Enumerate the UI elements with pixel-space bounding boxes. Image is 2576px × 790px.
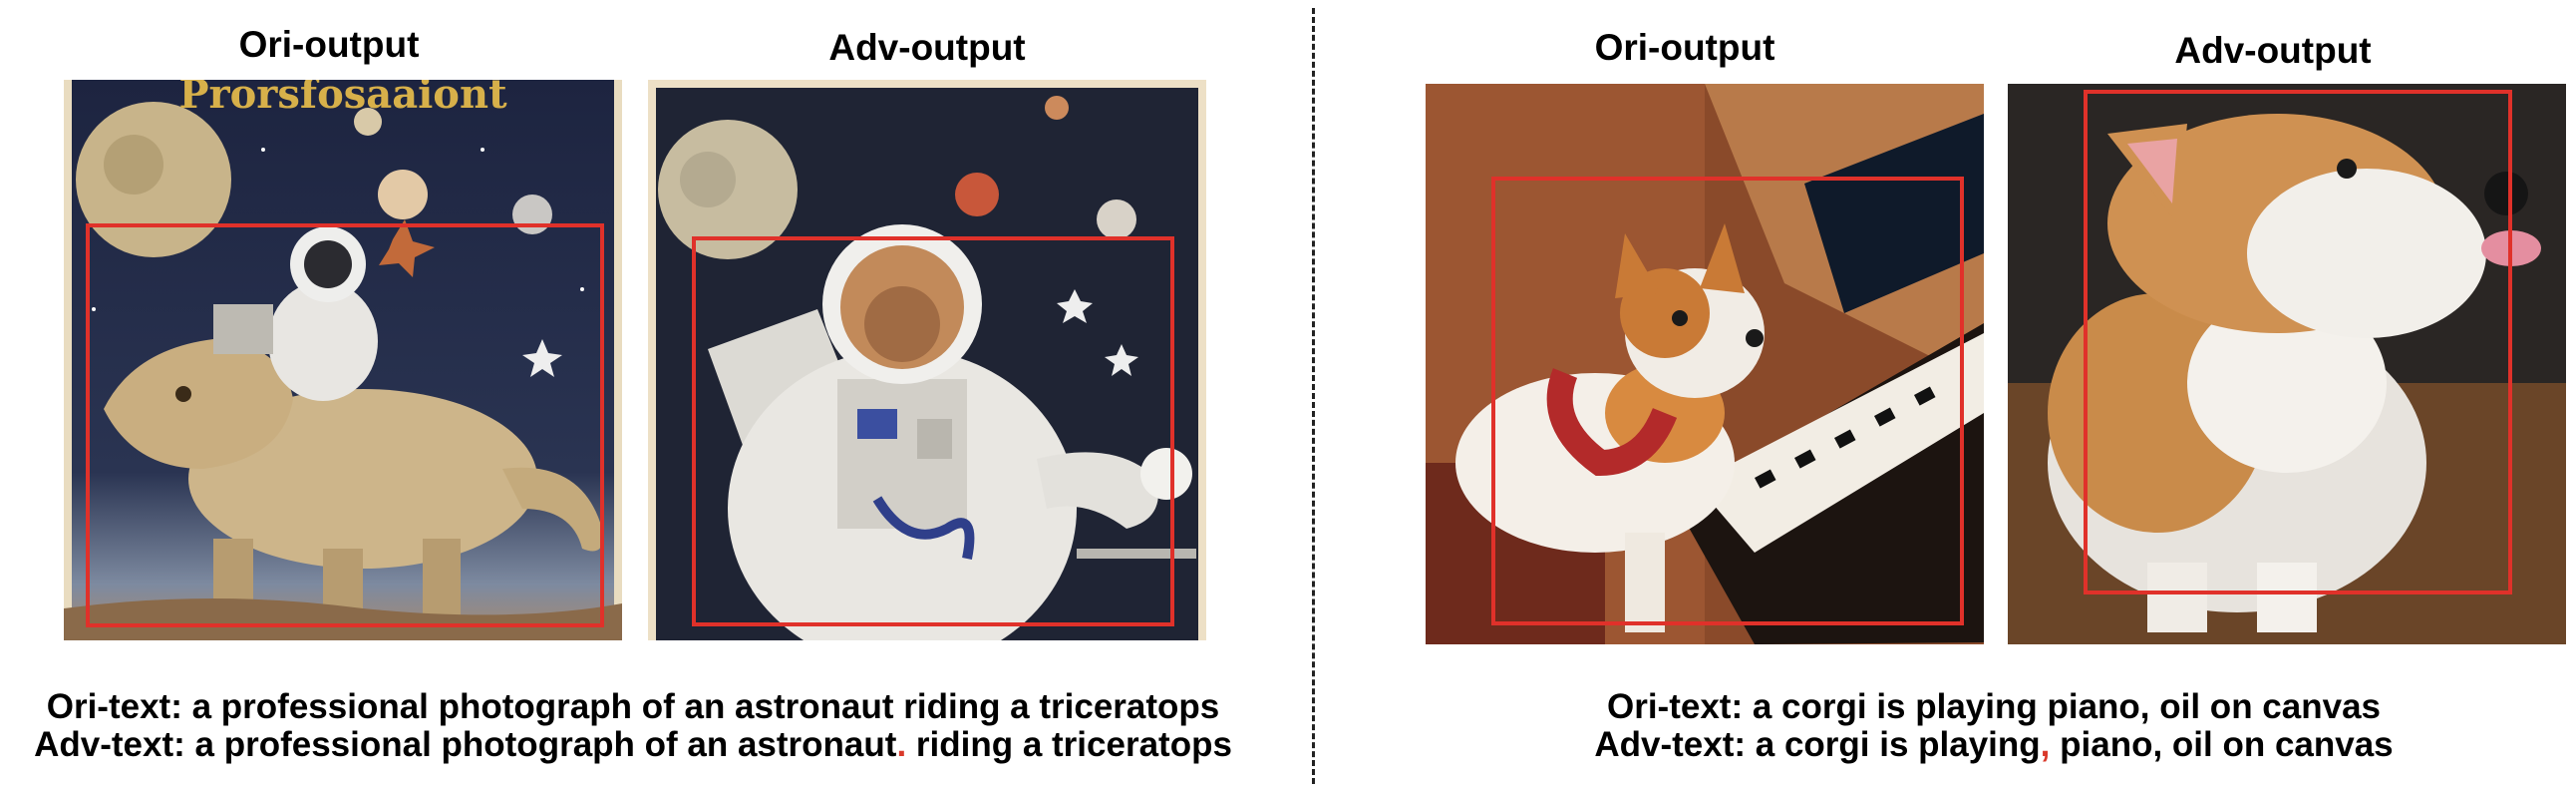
- right-adv-caption-label: Adv-text:: [1594, 725, 1747, 764]
- left-ori-image: Prorsfosaaiont: [64, 80, 622, 640]
- right-adv-caption-before: a corgi is playing: [1755, 725, 2041, 764]
- right-adv-title: Adv-output: [2174, 30, 2372, 71]
- right-adv-inserted-token: ,: [2040, 725, 2051, 764]
- section-divider: [1312, 8, 1315, 784]
- left-ori-title: Ori-output: [238, 24, 420, 65]
- left-ori-caption-label: Ori-text:: [46, 687, 182, 726]
- left-adv-title: Adv-output: [828, 27, 1026, 68]
- left-adv-caption: Adv-text: a professional photograph of a…: [0, 726, 1266, 764]
- left-ori-caption-text: a professional photograph of an astronau…: [191, 687, 1220, 726]
- left-adv-inserted-token: .: [896, 725, 907, 764]
- left-adv-caption-label: Adv-text:: [34, 725, 185, 764]
- right-ori-caption-text: a corgi is playing piano, oil on canvas: [1752, 687, 2381, 726]
- right-adv-image: [2008, 84, 2566, 644]
- left-adv-image: [648, 80, 1206, 640]
- right-ori-caption-label: Ori-text:: [1606, 687, 1744, 726]
- left-adv-caption-after: riding a triceratops: [906, 725, 1232, 764]
- right-ori-title: Ori-output: [1594, 27, 1775, 68]
- poster-title-text: Prorsfosaaiont: [178, 80, 507, 118]
- left-adv-caption-before: a professional photograph of an astronau…: [194, 725, 897, 764]
- right-ori-image: [1426, 84, 1984, 644]
- left-ori-caption: Ori-text: a professional photograph of a…: [0, 688, 1266, 726]
- right-adv-caption-after: piano, oil on canvas: [2050, 725, 2394, 764]
- right-adv-caption: Adv-text: a corgi is playing, piano, oil…: [1416, 726, 2572, 764]
- right-ori-caption: Ori-text: a corgi is playing piano, oil …: [1416, 688, 2572, 726]
